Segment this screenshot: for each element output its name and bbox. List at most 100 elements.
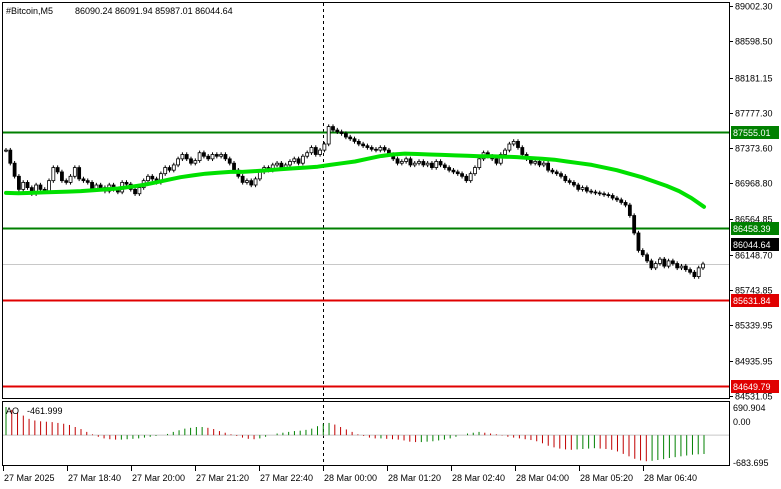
candle-body <box>559 173 563 177</box>
candle-body <box>288 161 292 166</box>
candle-body <box>326 126 331 145</box>
price-tick-label: 87777.30 <box>735 109 773 119</box>
candle-body <box>408 158 413 166</box>
candle-body <box>412 162 417 166</box>
candle-body <box>25 181 30 189</box>
time-tick-label: 28 Mar 01:20 <box>388 473 441 483</box>
level-tag-label: 87555.01 <box>733 128 771 138</box>
candle-body <box>339 131 344 134</box>
level-tag-label: 85631.84 <box>733 296 771 306</box>
candle-body <box>98 184 103 189</box>
candle-body <box>662 258 667 267</box>
candle-body <box>214 154 219 157</box>
level-tag <box>731 126 779 139</box>
candle-body <box>645 254 649 262</box>
candle-body <box>399 161 404 164</box>
candle-body <box>679 265 684 269</box>
candle-body <box>653 263 658 269</box>
time-tick-label: 27 Mar 22:40 <box>260 473 313 483</box>
candle-body <box>675 263 680 269</box>
candle-body <box>421 161 426 166</box>
candle-body <box>343 133 348 138</box>
level-tag <box>731 380 779 393</box>
candle-body <box>434 161 439 168</box>
candle-body <box>219 154 224 157</box>
candle-body <box>658 258 662 264</box>
candle-body <box>167 167 172 171</box>
candle-body <box>17 175 21 190</box>
price-tick-label: 88181.15 <box>735 74 773 84</box>
candle-body <box>64 180 69 183</box>
candle-body <box>369 147 374 150</box>
candle-body <box>60 171 64 182</box>
candle-body <box>580 187 585 190</box>
candle-body <box>567 180 572 183</box>
candle-body <box>498 154 503 164</box>
candle-body <box>425 162 430 166</box>
candle-body <box>150 175 155 180</box>
candle-body <box>348 136 353 140</box>
candle-body <box>688 269 692 273</box>
candle-body <box>378 147 383 151</box>
candle-body <box>546 162 551 171</box>
price-tick-label: 85339.95 <box>735 321 773 331</box>
candle-body <box>223 154 228 160</box>
candle-body <box>331 126 335 131</box>
price-tick-label: 87373.60 <box>735 144 773 154</box>
candle-body <box>163 167 168 175</box>
candle-body <box>442 164 447 168</box>
candle-body <box>468 173 473 182</box>
candle-body <box>21 181 26 190</box>
time-tick-label: 28 Mar 06:40 <box>644 473 697 483</box>
candle-body <box>623 202 628 206</box>
candle-body <box>296 158 301 164</box>
level-tags: 87555.01 86458.39 85631.84 84649.79 <box>731 126 779 393</box>
candle-body <box>455 171 460 175</box>
candle-body <box>404 158 409 162</box>
candle-body <box>352 138 357 142</box>
candle-body <box>374 148 378 151</box>
candle-body <box>554 171 559 175</box>
price-levels <box>3 131 729 388</box>
price-tick-label: 89002.30 <box>735 2 773 12</box>
candle-body <box>210 154 215 160</box>
ao-name: AO <box>6 406 19 416</box>
candle-body <box>563 175 568 182</box>
candle-body <box>137 187 142 195</box>
candle-body <box>253 178 258 186</box>
candle-body <box>572 181 576 186</box>
candle-body <box>55 167 60 173</box>
candle-body <box>146 175 150 182</box>
candle-body <box>68 175 73 183</box>
candle-body <box>51 167 56 182</box>
price-tick-label: 85743.85 <box>735 286 773 296</box>
candle-body <box>636 232 641 251</box>
candle-body <box>335 129 340 133</box>
candle-body <box>305 152 310 157</box>
candle-body <box>460 173 464 177</box>
candle-body <box>171 164 176 171</box>
candle-body <box>619 199 624 203</box>
candle-body <box>533 161 538 164</box>
candle-body <box>701 263 705 269</box>
candle-body <box>417 161 421 164</box>
time-tick-label: 27 Mar 20:00 <box>132 473 185 483</box>
level-tag <box>731 294 779 307</box>
candle-body <box>430 162 434 168</box>
ao-scale-zero: 0.00 <box>733 417 751 427</box>
ohlc-values: 86090.24 86091.94 85987.01 86044.64 <box>75 6 233 16</box>
candle-body <box>382 147 387 151</box>
price-tick-label: 86564.85 <box>735 215 773 225</box>
time-tick-label: 28 Mar 04:00 <box>516 473 569 483</box>
time-tick-label: 27 Mar 18:40 <box>68 473 121 483</box>
candle-body <box>589 190 594 193</box>
candle-body <box>464 175 469 182</box>
candle-body <box>683 265 688 271</box>
time-tick-label: 27 Mar 21:20 <box>196 473 249 483</box>
candle-body <box>494 158 499 164</box>
candle-body <box>516 140 520 148</box>
candle-body <box>477 158 482 168</box>
candle-body <box>249 180 254 186</box>
